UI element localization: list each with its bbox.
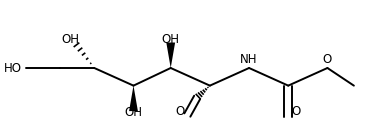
Text: OH: OH: [124, 106, 142, 119]
Polygon shape: [166, 43, 175, 68]
Text: O: O: [291, 105, 300, 118]
Text: O: O: [323, 53, 332, 66]
Text: NH: NH: [240, 53, 258, 66]
Text: OH: OH: [162, 33, 180, 46]
Text: OH: OH: [62, 33, 80, 46]
Text: HO: HO: [4, 61, 22, 75]
Polygon shape: [129, 86, 138, 111]
Text: O: O: [175, 105, 184, 118]
